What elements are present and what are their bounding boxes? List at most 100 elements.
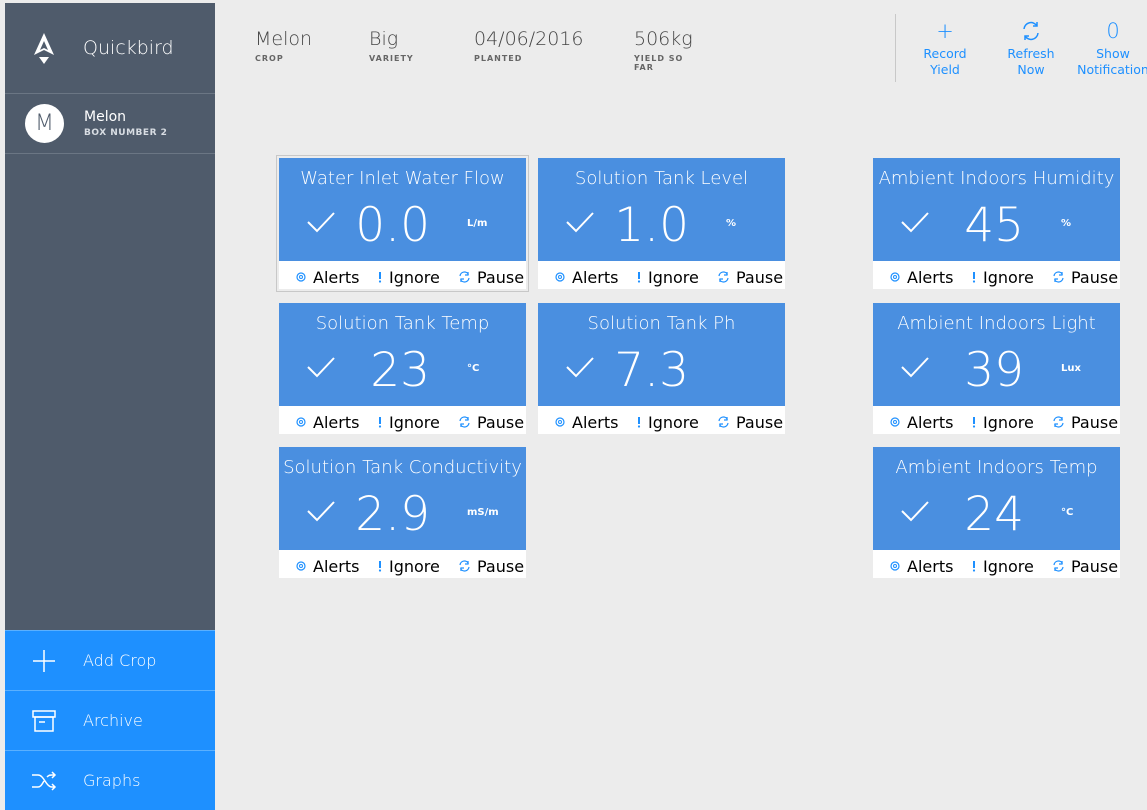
alerts-button[interactable]: Alerts bbox=[889, 413, 953, 432]
pause-button[interactable]: Pause bbox=[1052, 557, 1118, 576]
sidebar-crop-melon[interactable]: M Melon BOX NUMBER 2 bbox=[5, 94, 215, 154]
tile-title: Ambient Indoors Humidity bbox=[878, 168, 1115, 189]
check-icon bbox=[565, 211, 595, 237]
exclamation-icon bbox=[971, 413, 983, 432]
tile-solution-tank-level[interactable]: Solution Tank Level 1.0% Alerts Ignore Pause bbox=[538, 158, 785, 289]
ignore-button[interactable]: Ignore bbox=[377, 268, 440, 287]
tile-value: 24 bbox=[964, 487, 1024, 542]
refresh-now-button[interactable]: Refresh Now bbox=[991, 16, 1071, 78]
ignore-label: Ignore bbox=[389, 268, 440, 287]
stat-yield-label: YIELD SO FAR bbox=[634, 54, 684, 72]
exclamation-icon bbox=[636, 268, 648, 287]
gear-icon bbox=[554, 413, 572, 432]
tile-unit: % bbox=[726, 218, 737, 229]
gear-icon bbox=[889, 557, 907, 576]
crop-name: Melon bbox=[84, 109, 127, 125]
pause-label: Pause bbox=[1071, 557, 1119, 576]
alerts-button[interactable]: Alerts bbox=[889, 268, 953, 287]
show-notification-button[interactable]: 0 Show Notification bbox=[1077, 16, 1147, 78]
header-actions: + Record Yield Refresh Now 0 Show Notifi… bbox=[895, 14, 1147, 82]
tile-value: 0.0 bbox=[355, 198, 430, 253]
check-icon bbox=[306, 211, 336, 237]
alerts-button[interactable]: Alerts bbox=[554, 413, 618, 432]
ignore-button[interactable]: Ignore bbox=[636, 413, 699, 432]
tile-value: 1.0 bbox=[614, 198, 689, 253]
pause-button[interactable]: Pause bbox=[1052, 268, 1118, 287]
stat-variety: Big VARIETY bbox=[369, 28, 414, 63]
tile-solution-tank-conductivity[interactable]: Solution Tank Conductivity 2.9 mS/m Alerts I… bbox=[279, 447, 526, 578]
alerts-button[interactable]: Alerts bbox=[554, 268, 618, 287]
alerts-label: Alerts bbox=[313, 413, 360, 432]
tile-title: Solution Tank Conductivity bbox=[283, 457, 522, 478]
alerts-label: Alerts bbox=[907, 557, 954, 576]
stat-planted-value: 04/06/2016 bbox=[474, 28, 584, 50]
tile-ambient-indoors-humidity[interactable]: Ambient Indoors Humidity 45% Alerts Ignore P… bbox=[873, 158, 1120, 289]
archive-button[interactable]: Archive bbox=[5, 690, 215, 750]
stat-yield-value: 506kg bbox=[634, 28, 693, 50]
crop-box-number: BOX NUMBER 2 bbox=[84, 128, 168, 138]
pause-button[interactable]: Pause bbox=[458, 268, 524, 287]
tile-solution-tank-ph[interactable]: Solution Tank Ph 7.3 Alerts Ignore Pause bbox=[538, 303, 785, 434]
alerts-button[interactable]: Alerts bbox=[295, 268, 359, 287]
gear-icon bbox=[295, 413, 313, 432]
pause-label: Pause bbox=[1071, 268, 1119, 287]
refresh-now-line2: Now bbox=[1017, 62, 1045, 77]
gear-icon bbox=[295, 557, 313, 576]
tile-ambient-indoors-temp[interactable]: Ambient Indoors Temp 24 °C Alerts Ignore Paus… bbox=[873, 447, 1120, 578]
alerts-button[interactable]: Alerts bbox=[295, 413, 359, 432]
tile-header: Solution Tank Conductivity 2.9 mS/m bbox=[279, 447, 526, 550]
refresh-icon bbox=[991, 16, 1071, 46]
add-crop-button[interactable]: Add Crop bbox=[5, 630, 215, 690]
tile-unit: mS/m bbox=[467, 507, 499, 518]
tile-header: Solution Tank Temp 23 °C bbox=[279, 303, 526, 406]
pause-refresh-icon bbox=[458, 413, 477, 432]
pause-refresh-icon bbox=[458, 557, 477, 576]
gear-icon bbox=[889, 268, 907, 287]
pause-refresh-icon bbox=[717, 268, 736, 287]
alerts-label: Alerts bbox=[907, 268, 954, 287]
gear-icon bbox=[554, 268, 572, 287]
tile-solution-tank-temp[interactable]: Solution Tank Temp 23 °C Alerts Ignore Pause bbox=[279, 303, 526, 434]
tile-unit: % bbox=[1061, 218, 1072, 229]
pause-refresh-icon bbox=[1052, 413, 1071, 432]
shuffle-icon bbox=[5, 770, 83, 791]
record-yield-button[interactable]: + Record Yield bbox=[905, 16, 985, 78]
tile-header: Solution Tank Ph 7.3 bbox=[538, 303, 785, 406]
tile-value: 7.3 bbox=[614, 343, 689, 398]
pause-button[interactable]: Pause bbox=[1052, 413, 1118, 432]
ignore-button[interactable]: Ignore bbox=[636, 268, 699, 287]
alerts-label: Alerts bbox=[313, 557, 360, 576]
alerts-label: Alerts bbox=[572, 413, 619, 432]
tile-value: 2.9 bbox=[355, 487, 430, 542]
pause-refresh-icon bbox=[1052, 268, 1071, 287]
tile-unit: °C bbox=[467, 363, 480, 374]
pause-button[interactable]: Pause bbox=[458, 413, 524, 432]
tile-ambient-indoors-light[interactable]: Ambient Indoors Light 39 Lux Alerts Ignore Pa… bbox=[873, 303, 1120, 434]
ignore-button[interactable]: Ignore bbox=[377, 413, 440, 432]
exclamation-icon bbox=[971, 268, 983, 287]
brand: Quickbird bbox=[5, 3, 215, 94]
archive-icon bbox=[5, 709, 83, 732]
record-yield-line2: Yield bbox=[930, 62, 960, 77]
tile-header: Water Inlet Water Flow 0.0 L/m bbox=[279, 158, 526, 261]
alerts-label: Alerts bbox=[907, 413, 954, 432]
exclamation-icon bbox=[377, 557, 389, 576]
tile-water-inlet-water-flow[interactable]: Water Inlet Water Flow 0.0 L/m Alerts Ignore… bbox=[276, 155, 529, 292]
stat-variety-value: Big bbox=[369, 28, 399, 50]
check-icon bbox=[565, 356, 595, 382]
ignore-button[interactable]: Ignore bbox=[377, 557, 440, 576]
pause-button[interactable]: Pause bbox=[717, 413, 783, 432]
ignore-button[interactable]: Ignore bbox=[971, 413, 1034, 432]
add-crop-label: Add Crop bbox=[83, 651, 157, 670]
pause-button[interactable]: Pause bbox=[717, 268, 783, 287]
ignore-button[interactable]: Ignore bbox=[971, 268, 1034, 287]
tile-value: 39 bbox=[964, 343, 1024, 398]
tile-title: Solution Tank Level bbox=[574, 168, 749, 189]
ignore-button[interactable]: Ignore bbox=[971, 557, 1034, 576]
alerts-button[interactable]: Alerts bbox=[295, 557, 359, 576]
stat-crop-label: CROP bbox=[255, 54, 284, 63]
pause-button[interactable]: Pause bbox=[458, 557, 524, 576]
graphs-button[interactable]: Graphs bbox=[5, 750, 215, 810]
refresh-now-line1: Refresh bbox=[1007, 46, 1055, 61]
alerts-button[interactable]: Alerts bbox=[889, 557, 953, 576]
